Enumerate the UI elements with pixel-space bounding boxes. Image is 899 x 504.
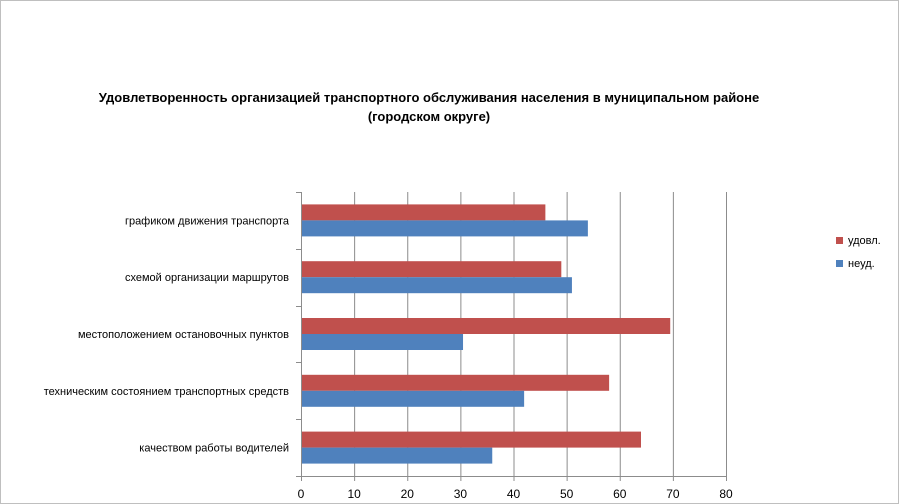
legend-swatch-unsatisfied (836, 259, 843, 267)
category-label-1: схемой организации маршрутов (125, 272, 289, 284)
x-tick-label-40: 40 (507, 487, 521, 501)
legend-item-satisfied: удовл. (836, 234, 881, 248)
legend-label-unsatisfied: неуд. (848, 258, 875, 270)
category-label-3: техническим состоянием транспортных сред… (44, 386, 289, 398)
x-tick-label-20: 20 (401, 487, 415, 501)
chart-title: Удовлетворенность организацией транспорт… (0, 88, 858, 126)
x-tick-label-10: 10 (347, 487, 361, 501)
legend-label-satisfied: удовл. (848, 235, 881, 247)
x-tick-label-30: 30 (454, 487, 468, 501)
chart-title-line-2: (городском округе) (367, 109, 491, 124)
bar-unsatisfied-0 (302, 220, 588, 237)
chart-title-line-1: Удовлетворенность организацией транспорт… (98, 90, 760, 105)
bar-satisfied-1 (302, 261, 562, 278)
bar-satisfied-3 (302, 374, 610, 391)
category-label-2: местоположением остановочных пунктов (78, 329, 289, 341)
bar-satisfied-4 (302, 431, 641, 448)
x-tick-label-80: 80 (719, 487, 733, 501)
bar-unsatisfied-3 (302, 390, 525, 407)
x-tick-label-0: 0 (298, 487, 305, 501)
bar-unsatisfied-4 (302, 447, 493, 464)
x-tick-label-70: 70 (666, 487, 680, 501)
x-tick-label-50: 50 (560, 487, 574, 501)
bar-satisfied-2 (302, 318, 671, 334)
bar-unsatisfied-2 (302, 334, 464, 350)
category-label-0: графиком движения транспорта (125, 215, 290, 227)
legend-swatch-satisfied (836, 236, 843, 244)
x-tick-label-60: 60 (613, 487, 627, 501)
bar-unsatisfied-1 (302, 277, 572, 294)
legend-item-unsatisfied: неуд. (836, 257, 875, 271)
bar-satisfied-0 (302, 204, 546, 221)
category-label-4: качеством работы водителей (139, 443, 289, 455)
